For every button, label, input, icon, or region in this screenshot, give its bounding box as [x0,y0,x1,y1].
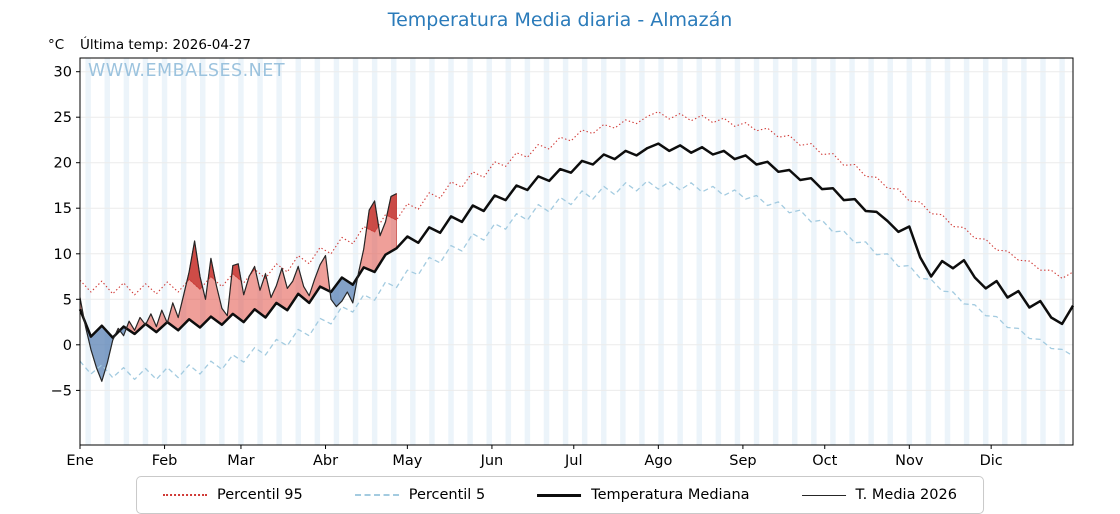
legend: Percentil 95 Percentil 5 Temperatura Med… [136,476,984,514]
svg-text:Jul: Jul [564,453,583,469]
svg-text:Mar: Mar [227,453,254,469]
plot-border [79,57,1074,446]
y-axis: −5 0 5 10 15 20 25 30 [51,65,80,399]
percentil-5-line [79,180,1074,381]
svg-text:Jun: Jun [480,453,504,469]
svg-text:Oct: Oct [812,453,837,469]
last-temp-annotation: Última temp: 2026-04-27 [80,37,252,53]
svg-text:−5: −5 [51,383,72,399]
chart-figure: Ene Feb Mar Abr May Jun Jul Ago Sep Oct Nov Dic −5 0 5… [48,9,1075,514]
legend-item-percentil-95: Percentil 95 [163,487,303,503]
svg-text:Dic: Dic [980,453,1003,469]
svg-text:30: 30 [54,65,72,81]
svg-text:Abr: Abr [313,453,338,469]
x-axis: Ene Feb Mar Abr May Jun Jul Ago Sep Oct Nov Dic [66,445,1003,469]
gridlines [80,71,1073,391]
svg-text:25: 25 [54,110,72,126]
legend-item-temperatura-mediana: Temperatura Mediana [537,487,750,503]
watermark: WWW.EMBALSES.NET [88,61,286,81]
y-axis-unit-label: °C [48,37,65,53]
svg-text:Ene: Ene [66,453,93,469]
svg-text:20: 20 [54,156,72,172]
svg-text:5: 5 [63,292,72,308]
svg-text:Ago: Ago [644,453,672,469]
temperatura-mediana-line [78,142,1075,339]
legend-item-label: Temperatura Mediana [591,487,750,503]
svg-text:May: May [392,453,422,469]
legend-item-label: Percentil 95 [217,487,303,503]
temperatura-mediana-line-sample [537,493,582,497]
legend-item-label: T. Media 2026 [855,487,957,503]
svg-text:15: 15 [54,201,72,217]
svg-text:0: 0 [63,338,72,354]
legend-item-label: Percentil 5 [408,487,486,503]
t-media-2026-line [79,193,397,382]
t-media-2026-line-sample [801,494,846,496]
legend-item-percentil-5: Percentil 5 [354,487,486,503]
percentil-5-line-sample [354,494,399,496]
svg-text:Feb: Feb [152,453,178,469]
percentil-95-line-sample [163,494,208,496]
svg-text:Nov: Nov [895,453,924,469]
chart-title: Temperatura Media diaria - Almazán [387,9,733,31]
svg-text:10: 10 [54,247,72,263]
legend-item-t-media-2026: T. Media 2026 [801,487,957,503]
svg-text:Sep: Sep [729,453,756,469]
percentil-95-line [79,111,1074,296]
temperature-plot: Ene Feb Mar Abr May Jun Jul Ago Sep Oct Nov Dic −5 0 5… [51,57,1075,469]
